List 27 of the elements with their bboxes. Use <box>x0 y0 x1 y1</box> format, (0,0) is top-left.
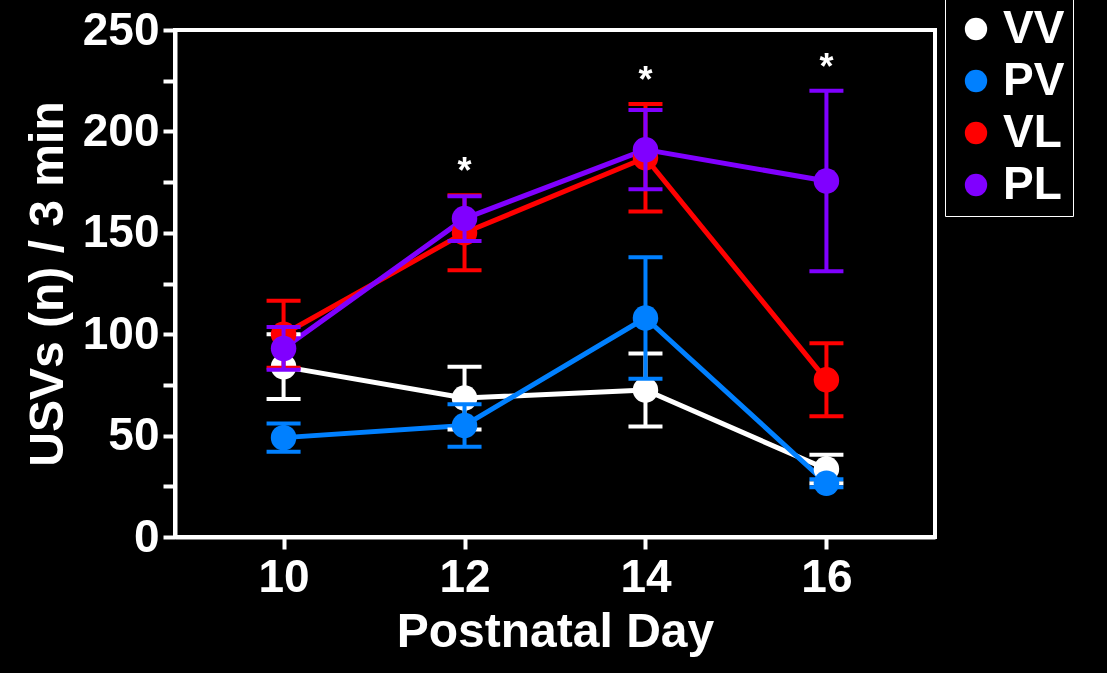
annotation: * <box>457 150 472 192</box>
point <box>270 335 297 362</box>
y-tick-label: 200 <box>82 103 160 156</box>
point <box>813 367 840 393</box>
legend-label: PV <box>1003 53 1065 105</box>
point <box>632 136 659 163</box>
legend-label: PL <box>1003 157 1062 209</box>
annotation: * <box>819 45 834 87</box>
point <box>632 305 659 331</box>
x-tick-label: 14 <box>620 549 672 602</box>
point <box>451 205 478 232</box>
annotation: * <box>638 59 653 101</box>
point <box>451 412 478 439</box>
y-tick-label: 100 <box>82 306 160 359</box>
y-tick-label: 50 <box>108 408 160 461</box>
point <box>813 470 840 496</box>
y-tick-label: 250 <box>82 2 160 55</box>
y-tick-label: 150 <box>82 205 160 258</box>
y-tick-label: 0 <box>133 509 160 562</box>
x-tick-label: 16 <box>801 549 853 602</box>
y-axis-title: USVs (n) / 3 min <box>19 101 73 467</box>
x-tick-label: 12 <box>439 549 491 602</box>
x-tick-label: 10 <box>258 549 310 602</box>
legend-label: VL <box>1003 105 1062 157</box>
legend-label: VV <box>1003 1 1065 53</box>
point <box>813 168 840 194</box>
x-axis-title: Postnatal Day <box>396 603 715 657</box>
